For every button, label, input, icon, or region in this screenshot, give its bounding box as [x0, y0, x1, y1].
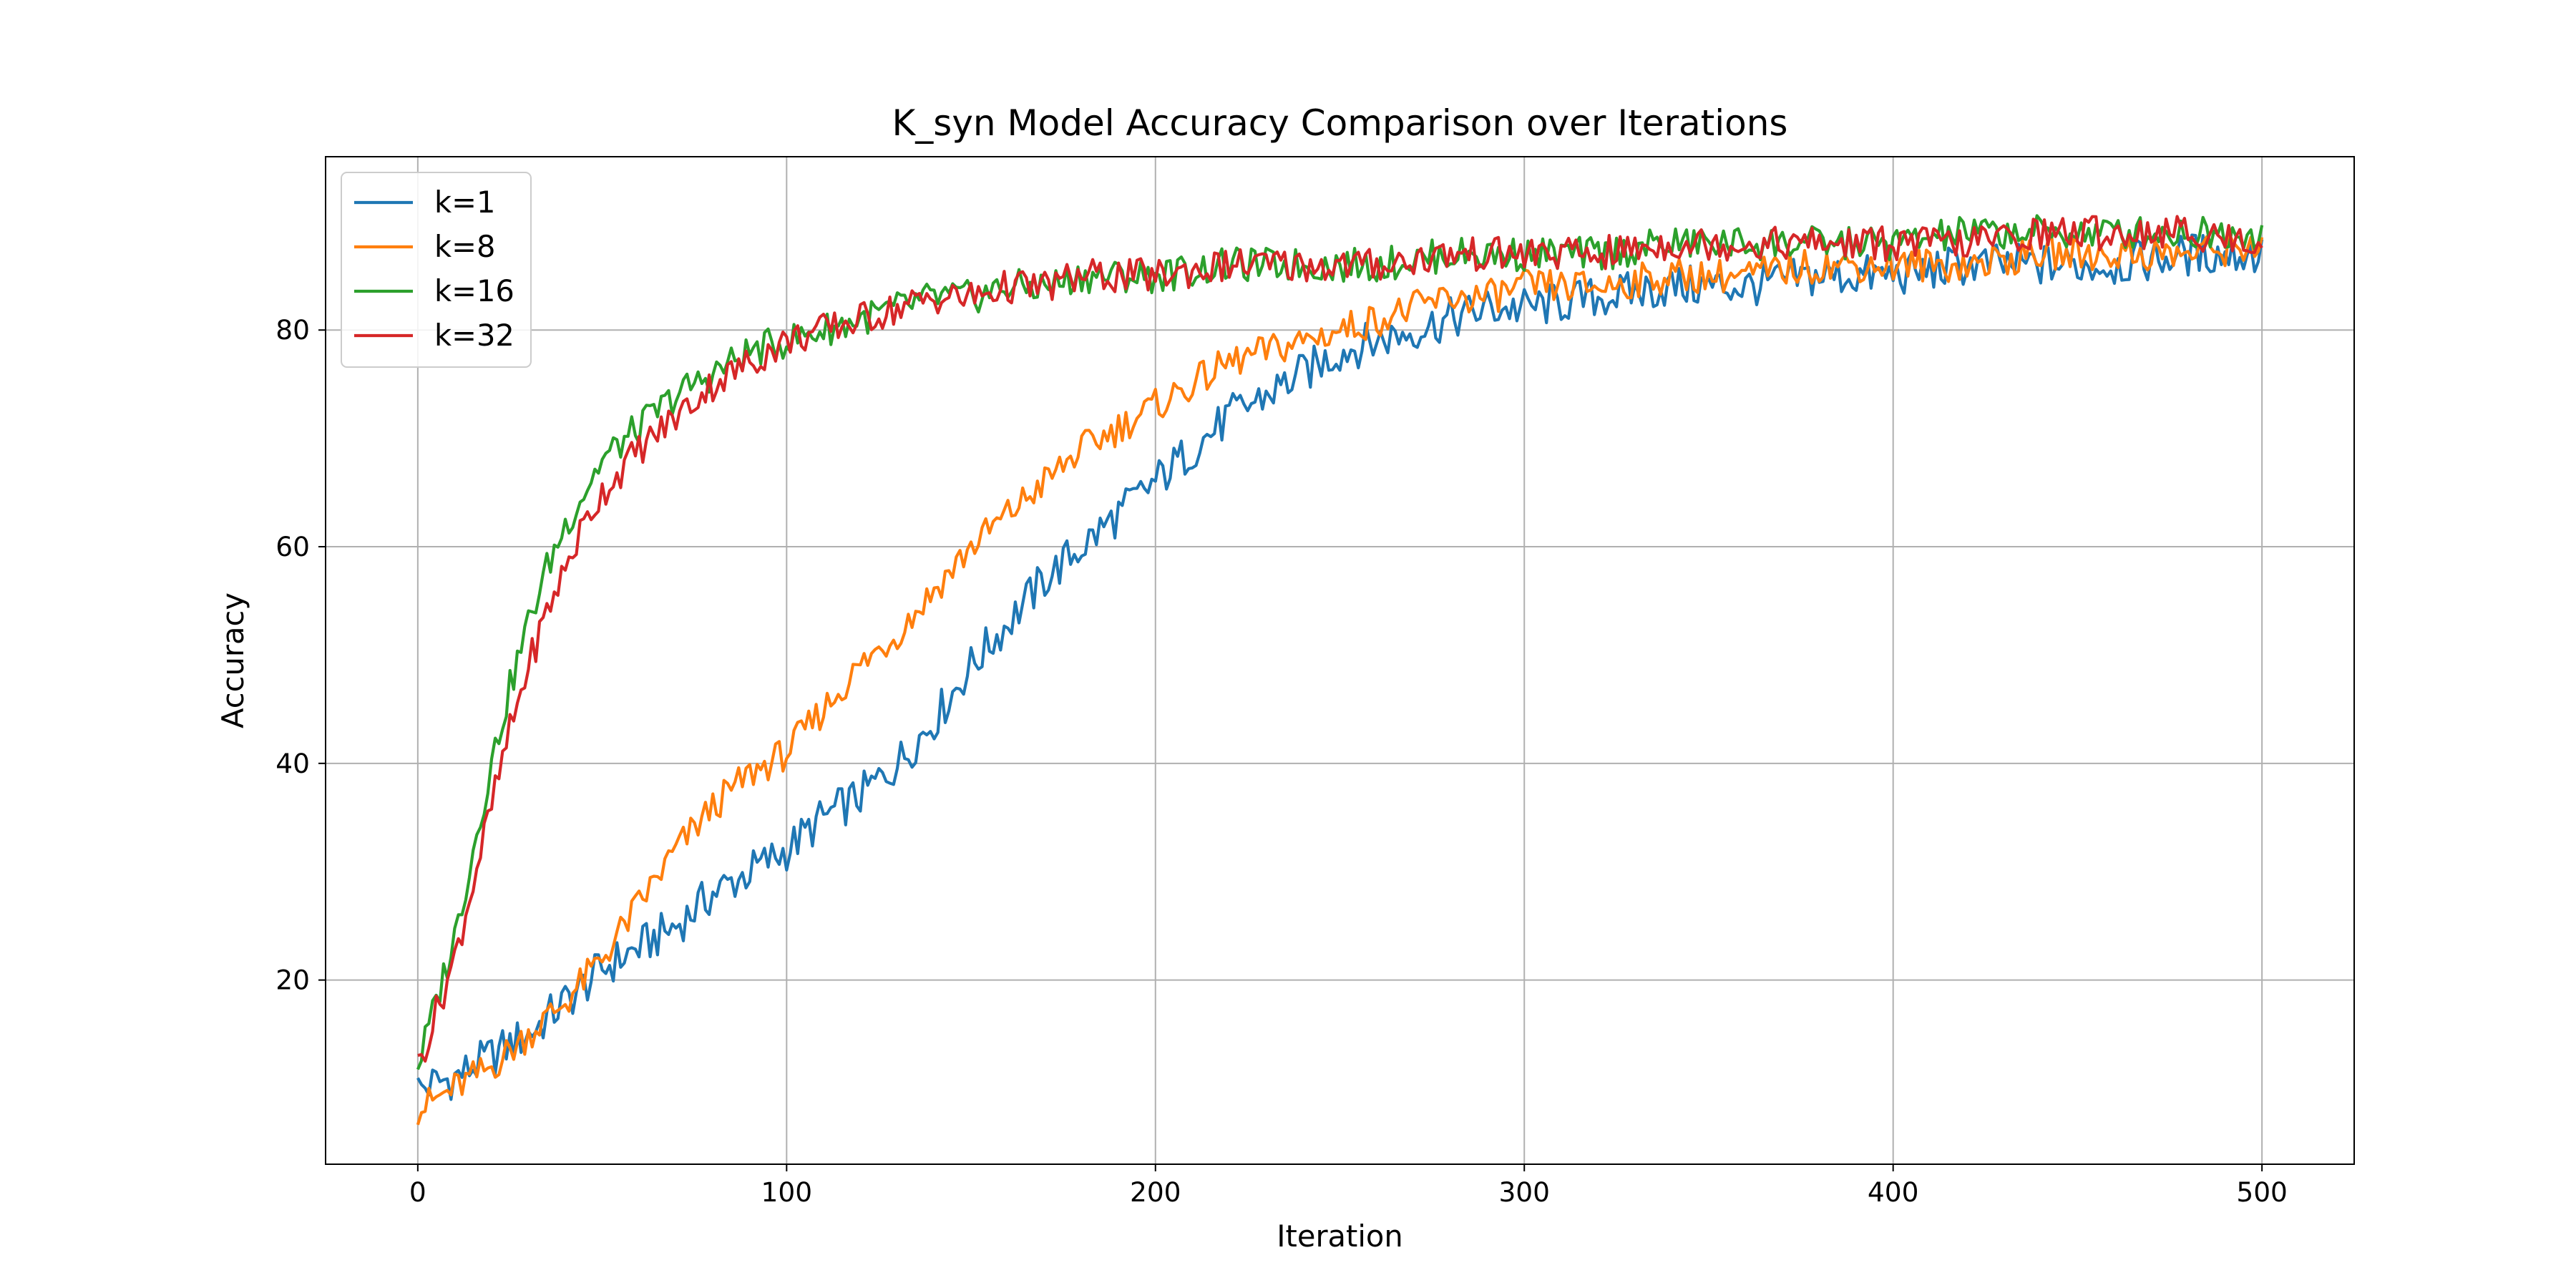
x-axis-label: Iteration — [1277, 1219, 1402, 1254]
x-tick-label: 0 — [409, 1176, 426, 1208]
y-tick-label: 20 — [275, 965, 310, 996]
series-line-k=8 — [416, 230, 2264, 1126]
x-tick-label: 300 — [1498, 1176, 1550, 1208]
y-tick-label: 60 — [275, 531, 310, 562]
x-tick-label: 400 — [1868, 1176, 1919, 1208]
legend: k=1 k=8 k=16 k=32 — [341, 172, 532, 368]
legend-label: k=16 — [434, 273, 514, 308]
y-axis-label: Accuracy — [215, 592, 250, 728]
legend-label: k=1 — [434, 185, 495, 220]
chart-title: K_syn Model Accuracy Comparison over Ite… — [892, 102, 1788, 144]
series-lines — [416, 214, 2264, 1126]
legend-label: k=8 — [434, 229, 495, 264]
plot-frame — [325, 156, 2355, 1165]
x-tick-label: 200 — [1130, 1176, 1181, 1208]
axis-ticks: 0 100 200 300 400 500 20 40 60 80 — [275, 314, 2288, 1208]
x-tick-label: 500 — [2236, 1176, 2288, 1208]
series-line-k=16 — [416, 214, 2264, 1070]
legend-box — [341, 172, 532, 368]
legend-label: k=32 — [434, 318, 514, 353]
y-tick-label: 40 — [275, 748, 310, 779]
y-tick-label: 80 — [275, 314, 310, 346]
series-line-k=32 — [417, 215, 2263, 1063]
x-tick-label: 100 — [761, 1176, 813, 1208]
